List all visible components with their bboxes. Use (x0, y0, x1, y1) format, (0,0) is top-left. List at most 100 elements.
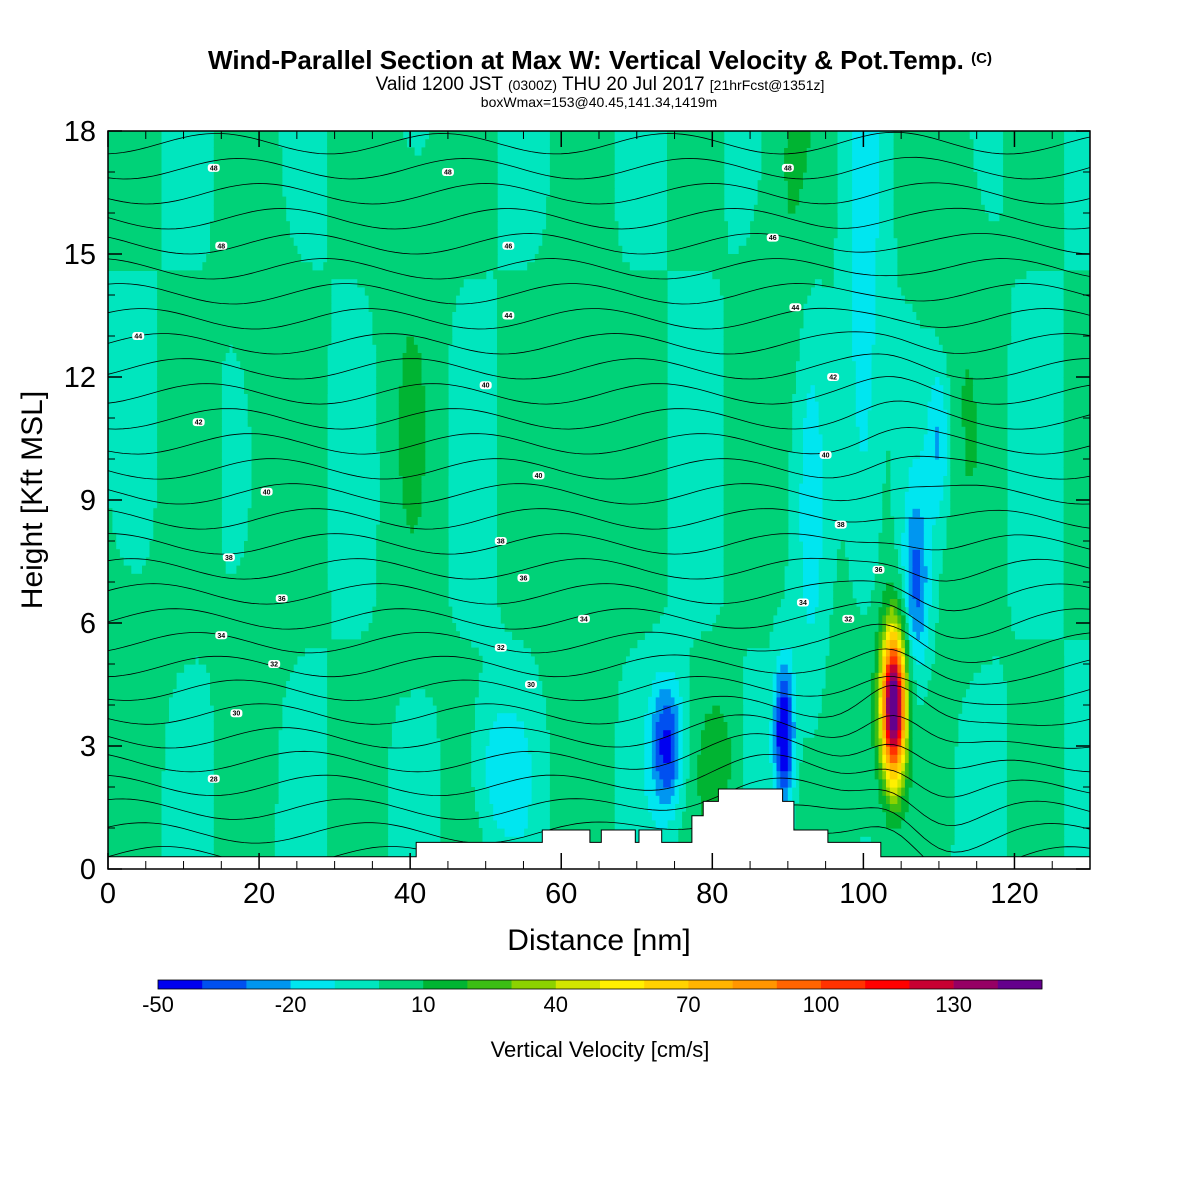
velocity-cell (901, 754, 906, 763)
velocity-cell (425, 409, 449, 419)
velocity-cell (327, 721, 392, 731)
velocity-cell (886, 606, 891, 616)
velocity-cell (799, 483, 823, 493)
velocity-cell (674, 696, 683, 706)
velocity-cell (901, 557, 910, 567)
velocity-cell (644, 746, 653, 755)
velocity-cell (327, 655, 483, 665)
velocity-cell (213, 147, 283, 157)
velocity-cell (425, 688, 479, 698)
velocity-cell (904, 696, 910, 706)
velocity-cell (549, 139, 615, 148)
velocity-cell (787, 787, 793, 796)
contour-label-text: 46 (769, 235, 777, 242)
velocity-cell (667, 139, 725, 148)
contour-label: 28 (207, 774, 220, 783)
velocity-cell (406, 336, 415, 345)
velocity-cell (701, 631, 770, 640)
velocity-cell (1006, 737, 1065, 747)
velocity-cell (772, 729, 778, 739)
velocity-cell (723, 409, 793, 419)
velocity-cell (398, 450, 426, 460)
contour-labels: 48 48 48 48 46 46 44 44 44 42 40 42 40 40 40 38 38 38 36 36… (132, 163, 885, 783)
velocity-cell (549, 819, 615, 829)
velocity-cell (723, 573, 785, 583)
velocity-cell (920, 582, 925, 591)
velocity-cell (852, 344, 872, 353)
velocity-cell (689, 680, 744, 690)
velocity-cell (497, 393, 668, 403)
velocity-cell (108, 147, 162, 157)
velocity-cell (852, 295, 876, 304)
velocity-cell (776, 754, 781, 763)
velocity-cell (904, 565, 910, 575)
velocity-cell (485, 778, 532, 788)
velocity-cell (1063, 377, 1090, 386)
velocity-cell (213, 737, 279, 747)
velocity-cell (723, 582, 785, 591)
velocity-cell (402, 491, 423, 501)
velocity-cell (965, 426, 978, 435)
velocity-cell (108, 844, 162, 854)
velocity-cell (731, 746, 744, 755)
velocity-cell (803, 450, 823, 460)
velocity-cell (882, 500, 891, 509)
velocity-cell (874, 705, 880, 714)
theta-contour (108, 182, 1090, 205)
velocity-cell (213, 131, 279, 140)
theta-contour (108, 283, 1090, 305)
velocity-cell (772, 762, 778, 772)
velocity-cell (874, 754, 880, 763)
velocity-cell (644, 721, 653, 731)
velocity-cell (799, 778, 880, 788)
velocity-cell (376, 565, 449, 575)
velocity-cell (878, 721, 883, 731)
velocity-cell (157, 286, 332, 296)
velocity-cell (908, 762, 914, 772)
velocity-cell (1063, 491, 1090, 501)
contour-label-bg (517, 573, 530, 582)
velocity-cell (859, 442, 868, 452)
velocity-cell (108, 746, 166, 755)
velocity-cell (901, 737, 906, 747)
velocity-cell (546, 213, 615, 222)
velocity-cell (810, 139, 838, 148)
contour-label: 46 (766, 233, 779, 242)
velocity-cell (379, 516, 407, 526)
contour-label-text: 44 (792, 305, 800, 312)
velocity-cell (244, 385, 328, 394)
velocity-cell (889, 647, 898, 657)
theta-contour (108, 684, 1090, 726)
colorbar-label: -20 (275, 992, 307, 1017)
velocity-cell (799, 196, 838, 206)
velocity-cell (327, 221, 498, 230)
velocity-cell (776, 680, 781, 690)
velocity-cell (923, 549, 932, 558)
velocity-cell (425, 393, 449, 403)
velocity-cell (825, 680, 872, 690)
velocity-cell (663, 729, 672, 739)
velocity-cell (882, 696, 887, 706)
velocity-cell (251, 450, 328, 460)
velocity-cell (882, 598, 891, 608)
velocity-cell (874, 737, 880, 747)
velocity-cell (803, 737, 872, 747)
contour-label-bg (132, 332, 145, 340)
velocity-cell (667, 262, 834, 271)
velocity-cell (108, 713, 169, 722)
contour-label: 48 (781, 163, 794, 172)
velocity-cell (497, 327, 668, 337)
velocity-cell (327, 213, 498, 222)
velocity-cell (1003, 172, 1065, 181)
velocity-cell (678, 729, 683, 739)
velocity-cell (855, 401, 872, 411)
velocity-cell (213, 172, 283, 181)
velocity-cell (697, 762, 732, 772)
velocity-cell (410, 524, 415, 534)
velocity-cell (1006, 844, 1065, 854)
velocity-cell (1003, 204, 1065, 214)
velocity-cell (549, 803, 615, 813)
velocity-cell (667, 155, 725, 165)
velocity-cell (723, 368, 796, 378)
velocity-cell (882, 639, 887, 649)
